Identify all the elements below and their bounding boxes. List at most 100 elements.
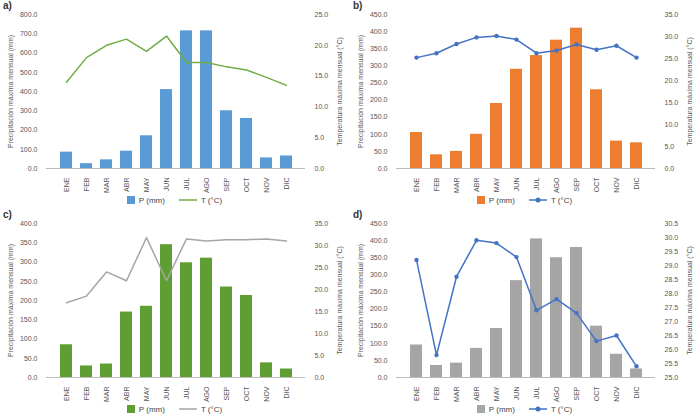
svg-text:DIC: DIC — [633, 178, 640, 190]
svg-text:JUL: JUL — [533, 177, 540, 190]
svg-text:250.0: 250.0 — [370, 288, 388, 295]
svg-text:ENE: ENE — [63, 386, 70, 401]
svg-text:0.0: 0.0 — [28, 165, 38, 172]
svg-text:Precipitación máxima mensual (: Precipitación máxima mensual (mm) — [357, 35, 365, 148]
svg-text:300.0: 300.0 — [370, 271, 388, 278]
svg-text:Temperatura máxima mensual (°C: Temperatura máxima mensual (°C) — [336, 246, 344, 355]
svg-text:600.0: 600.0 — [20, 49, 38, 56]
svg-text:Temperatura máxima mensual (°C: Temperatura máxima mensual (°C) — [336, 37, 344, 146]
svg-text:50.0: 50.0 — [374, 148, 388, 155]
svg-text:SEP: SEP — [573, 177, 580, 191]
svg-text:Precipitación máxima mensual (: Precipitación máxima mensual (mm) — [7, 244, 15, 357]
svg-text:200.0: 200.0 — [20, 126, 38, 133]
svg-text:400.0: 400.0 — [20, 88, 38, 95]
svg-text:35.0: 35.0 — [665, 11, 679, 18]
svg-text:250.0: 250.0 — [20, 277, 38, 284]
svg-text:SEP: SEP — [573, 386, 580, 400]
svg-text:MAR: MAR — [453, 387, 460, 403]
svg-text:NOV: NOV — [263, 386, 270, 402]
svg-text:200.0: 200.0 — [370, 96, 388, 103]
svg-text:OCT: OCT — [593, 386, 600, 402]
svg-text:25.0: 25.0 — [315, 11, 329, 18]
svg-text:JUL: JUL — [183, 177, 190, 190]
svg-text:100.0: 100.0 — [370, 340, 388, 347]
svg-text:0.0: 0.0 — [315, 374, 325, 381]
svg-text:SEP: SEP — [223, 386, 230, 400]
svg-text:5.0: 5.0 — [315, 352, 325, 359]
svg-text:SEP: SEP — [223, 177, 230, 191]
svg-text:Precipitación máxima mensual (: Precipitación máxima mensual (mm) — [7, 35, 15, 148]
svg-text:JUL: JUL — [183, 386, 190, 399]
svg-text:30.0: 30.0 — [665, 33, 679, 40]
svg-text:35.0: 35.0 — [315, 220, 329, 227]
svg-text:0.0: 0.0 — [315, 165, 325, 172]
svg-text:5.0: 5.0 — [665, 143, 675, 150]
svg-text:NOV: NOV — [263, 177, 270, 193]
svg-text:350.0: 350.0 — [370, 254, 388, 261]
svg-text:JUN: JUN — [513, 387, 520, 401]
svg-text:450.0: 450.0 — [370, 220, 388, 227]
svg-text:AGO: AGO — [203, 386, 210, 402]
svg-text:JUN: JUN — [513, 178, 520, 192]
svg-text:28.0: 28.0 — [665, 290, 679, 297]
svg-text:25.0: 25.0 — [315, 264, 329, 271]
svg-text:0.0: 0.0 — [378, 165, 388, 172]
svg-text:350.0: 350.0 — [20, 239, 38, 246]
svg-text:27.5: 27.5 — [665, 304, 679, 311]
svg-text:15.0: 15.0 — [315, 308, 329, 315]
svg-text:MAR: MAR — [103, 387, 110, 403]
svg-text:ENE: ENE — [413, 386, 420, 401]
svg-text:FEB: FEB — [83, 386, 90, 400]
svg-text:25.5: 25.5 — [665, 360, 679, 367]
svg-text:0.0: 0.0 — [28, 374, 38, 381]
svg-text:OCT: OCT — [243, 177, 250, 193]
svg-text:0.0: 0.0 — [378, 374, 388, 381]
svg-text:10.0: 10.0 — [665, 121, 679, 128]
svg-text:FEB: FEB — [433, 177, 440, 191]
svg-text:JUN: JUN — [163, 178, 170, 192]
svg-text:DIC: DIC — [633, 387, 640, 399]
svg-text:FEB: FEB — [83, 177, 90, 191]
svg-text:Temperatura máxima mensual (°C: Temperatura máxima mensual (°C) — [686, 37, 694, 146]
svg-text:25.0: 25.0 — [665, 374, 679, 381]
svg-text:700.0: 700.0 — [20, 30, 38, 37]
svg-text:5.0: 5.0 — [315, 134, 325, 141]
svg-text:Temperatura máxima mensual (°C: Temperatura máxima mensual (°C) — [686, 246, 694, 355]
svg-text:OCT: OCT — [593, 177, 600, 193]
svg-text:AGO: AGO — [203, 177, 210, 193]
svg-text:ABR: ABR — [123, 387, 130, 401]
svg-text:15.0: 15.0 — [665, 99, 679, 106]
svg-text:150.0: 150.0 — [20, 316, 38, 323]
svg-text:MAY: MAY — [493, 386, 500, 401]
svg-text:JUL: JUL — [533, 386, 540, 399]
svg-text:400.0: 400.0 — [370, 28, 388, 35]
svg-text:20.0: 20.0 — [315, 286, 329, 293]
svg-text:800.0: 800.0 — [20, 11, 38, 18]
svg-text:15.0: 15.0 — [315, 72, 329, 79]
svg-text:30.5: 30.5 — [665, 220, 679, 227]
svg-text:450.0: 450.0 — [370, 11, 388, 18]
svg-text:MAY: MAY — [493, 177, 500, 192]
svg-text:AGO: AGO — [553, 386, 560, 402]
svg-text:FEB: FEB — [433, 386, 440, 400]
svg-text:500.0: 500.0 — [20, 68, 38, 75]
svg-text:OCT: OCT — [243, 386, 250, 402]
svg-text:20.0: 20.0 — [665, 77, 679, 84]
svg-text:400.0: 400.0 — [370, 237, 388, 244]
svg-text:ENE: ENE — [63, 177, 70, 192]
svg-text:26.0: 26.0 — [665, 346, 679, 353]
svg-text:ENE: ENE — [413, 177, 420, 192]
svg-text:0.0: 0.0 — [665, 165, 675, 172]
svg-text:50.0: 50.0 — [24, 354, 38, 361]
svg-text:29.0: 29.0 — [665, 262, 679, 269]
svg-text:Precipitación máxima mensual (: Precipitación máxima mensual (mm) — [357, 244, 365, 357]
svg-text:27.0: 27.0 — [665, 318, 679, 325]
svg-text:100.0: 100.0 — [370, 131, 388, 138]
svg-text:29.5: 29.5 — [665, 248, 679, 255]
svg-text:300.0: 300.0 — [20, 107, 38, 114]
svg-text:DIC: DIC — [283, 387, 290, 399]
svg-text:JUN: JUN — [163, 387, 170, 401]
svg-text:30.0: 30.0 — [315, 242, 329, 249]
svg-text:250.0: 250.0 — [370, 79, 388, 86]
svg-text:MAR: MAR — [453, 178, 460, 194]
